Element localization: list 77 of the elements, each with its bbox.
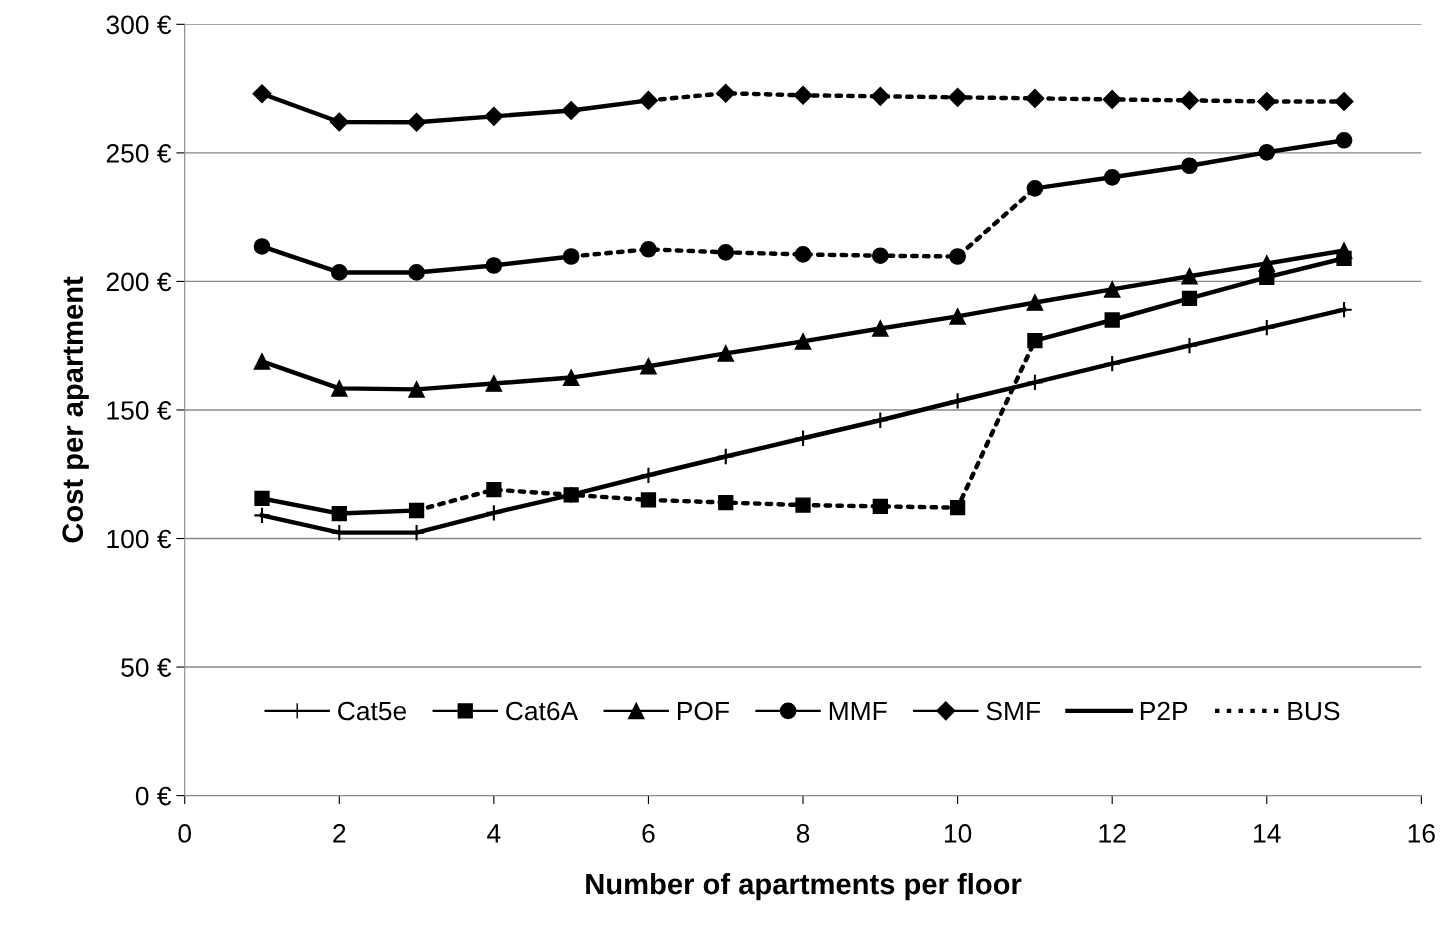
point	[408, 381, 425, 398]
point	[253, 353, 271, 370]
y-tick-label: 0 €	[135, 786, 172, 806]
point	[717, 447, 735, 466]
y-tick-label: 300 €	[106, 15, 172, 35]
point	[717, 345, 735, 362]
point	[562, 369, 580, 386]
x-axis-title: Number of apartments per floor	[586, 872, 1022, 901]
point	[1180, 337, 1199, 355]
point	[1025, 88, 1045, 108]
point	[1181, 290, 1198, 307]
point	[718, 494, 734, 511]
y-tick-label: 150 €	[107, 401, 172, 420]
point	[948, 87, 968, 107]
legend-label: Cat6A	[506, 701, 579, 721]
point	[716, 83, 736, 103]
point	[408, 502, 425, 519]
y-axis-title: Cost per apartment	[62, 276, 89, 543]
point	[1258, 319, 1276, 337]
legend-label: MMF	[829, 701, 887, 721]
point	[1179, 90, 1200, 110]
point	[870, 86, 890, 106]
point	[253, 238, 271, 255]
point	[871, 320, 889, 337]
y-tick-label: 200 €	[106, 272, 172, 292]
point	[485, 375, 503, 392]
y-tick-label: 100 €	[107, 529, 172, 549]
legend-label: POF	[677, 701, 729, 721]
point	[640, 492, 657, 508]
x-tick-label: 16	[1408, 824, 1435, 843]
point	[254, 490, 270, 507]
point	[872, 498, 888, 515]
legend-label: Cat5e	[338, 701, 407, 721]
point	[253, 506, 271, 525]
point	[1104, 312, 1120, 328]
point	[485, 257, 503, 274]
legend-label: BUS	[1288, 701, 1340, 721]
x-tick-label: 14	[1254, 824, 1281, 843]
point	[794, 429, 812, 447]
point	[1026, 373, 1044, 392]
point	[486, 482, 502, 498]
point	[795, 497, 811, 513]
point	[1335, 301, 1353, 319]
legend-label: P2P	[1140, 701, 1188, 721]
point	[948, 392, 967, 410]
point	[793, 85, 813, 105]
point	[1027, 332, 1043, 349]
point	[1181, 267, 1198, 285]
y-tick-label: 50 €	[121, 658, 172, 677]
point	[639, 466, 658, 484]
point	[1103, 355, 1121, 373]
point	[640, 357, 657, 375]
point	[1026, 294, 1044, 311]
point	[1334, 91, 1354, 111]
point	[1102, 89, 1122, 109]
x-tick-label: 2	[333, 824, 346, 843]
legend-label: SMF	[986, 701, 1041, 721]
point	[1257, 91, 1277, 111]
x-tick-label: 8	[796, 824, 810, 843]
point	[1258, 255, 1276, 272]
point	[794, 332, 812, 350]
point	[949, 500, 966, 516]
point	[330, 380, 348, 397]
x-tick-label: 10	[944, 824, 972, 843]
point	[330, 264, 348, 281]
point	[1103, 281, 1121, 298]
point	[331, 505, 347, 522]
point	[1335, 242, 1353, 259]
x-tick-label: 0	[178, 824, 192, 843]
point	[408, 264, 425, 281]
x-tick-label: 4	[487, 824, 501, 843]
y-tick-label: 250 €	[106, 144, 172, 163]
x-tick-label: 6	[642, 824, 655, 843]
x-tick-label: 12	[1099, 824, 1126, 843]
point	[871, 411, 889, 429]
point	[485, 504, 503, 522]
point	[949, 308, 966, 325]
